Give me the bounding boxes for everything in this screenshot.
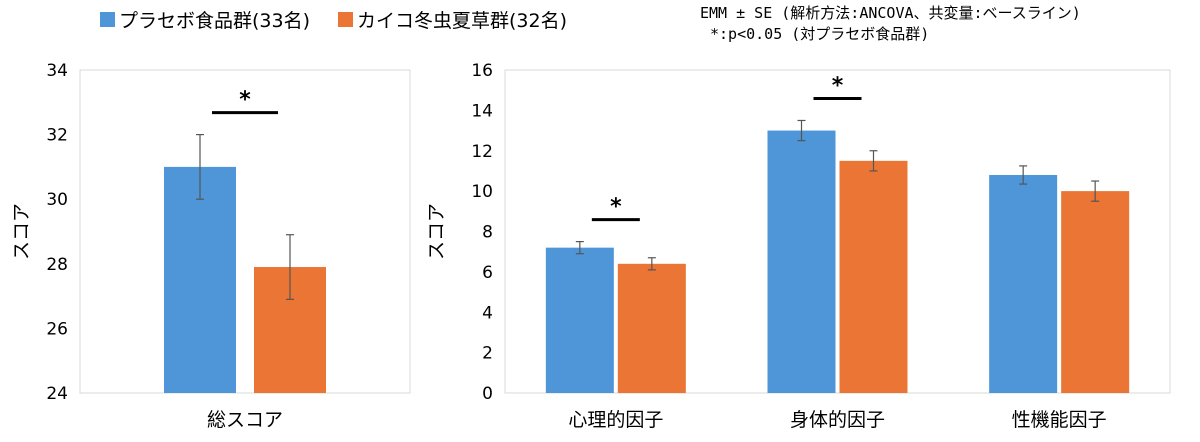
category-label: 身体的因子	[790, 409, 885, 431]
category-label: 総スコア	[207, 409, 283, 431]
bar-placebo	[767, 130, 836, 393]
legend-item-cordyceps: カイコ冬虫夏草群(32名)	[338, 6, 567, 33]
legend-item-placebo: プラセボ食品群(33名)	[100, 6, 310, 33]
stats-note-line2: *:p<0.05 (対プラセボ食品群)	[710, 25, 930, 43]
plot-area-border	[504, 69, 1171, 394]
legend-swatch-cordyceps	[338, 12, 354, 27]
y-tick-label: 16	[471, 61, 493, 81]
stats-note: EMM ± SE (解析方法:ANCOVA、共変量:ベースライン) *:p<0.…	[700, 3, 1081, 45]
y-axis-label: スコア	[426, 203, 448, 260]
y-tick-label: 0	[482, 384, 493, 404]
y-tick-label: 28	[46, 255, 68, 275]
significance-marker: *	[239, 88, 251, 113]
stats-note-line1: EMM ± SE (解析方法:ANCOVA、共変量:ベースライン)	[700, 4, 1081, 22]
bar-cordyceps	[839, 160, 908, 393]
legend-swatch-placebo	[100, 12, 115, 27]
y-tick-label: 4	[482, 303, 493, 323]
bar-cordyceps	[617, 263, 686, 393]
plot-area-border	[79, 69, 411, 394]
y-axis-label: スコア	[11, 203, 33, 260]
significance-marker: *	[610, 195, 622, 220]
y-tick-label: 24	[46, 384, 68, 404]
y-tick-label: 34	[46, 61, 68, 81]
y-tick-label: 8	[482, 223, 493, 243]
legend-label-placebo: プラセボ食品群(33名)	[119, 10, 311, 32]
legend-label-cordyceps: カイコ冬虫夏草群(32名)	[357, 10, 568, 32]
category-label: 性機能因子	[1012, 409, 1107, 431]
significance-marker: *	[832, 73, 844, 98]
legend: プラセボ食品群(33名) カイコ冬虫夏草群(32名)	[100, 6, 567, 33]
y-tick-label: 14	[471, 101, 493, 121]
y-tick-label: 10	[471, 182, 493, 202]
bar-placebo	[164, 166, 236, 393]
y-tick-label: 30	[46, 190, 68, 210]
bar-placebo	[989, 174, 1058, 393]
bar-placebo	[545, 247, 614, 393]
y-tick-label: 26	[46, 319, 68, 339]
category-label: 心理的因子	[568, 409, 663, 431]
bar-cordyceps	[1061, 191, 1130, 393]
y-tick-label: 12	[471, 142, 493, 162]
y-tick-label: 6	[482, 263, 493, 283]
y-tick-label: 2	[482, 344, 493, 364]
y-tick-label: 32	[46, 126, 68, 146]
